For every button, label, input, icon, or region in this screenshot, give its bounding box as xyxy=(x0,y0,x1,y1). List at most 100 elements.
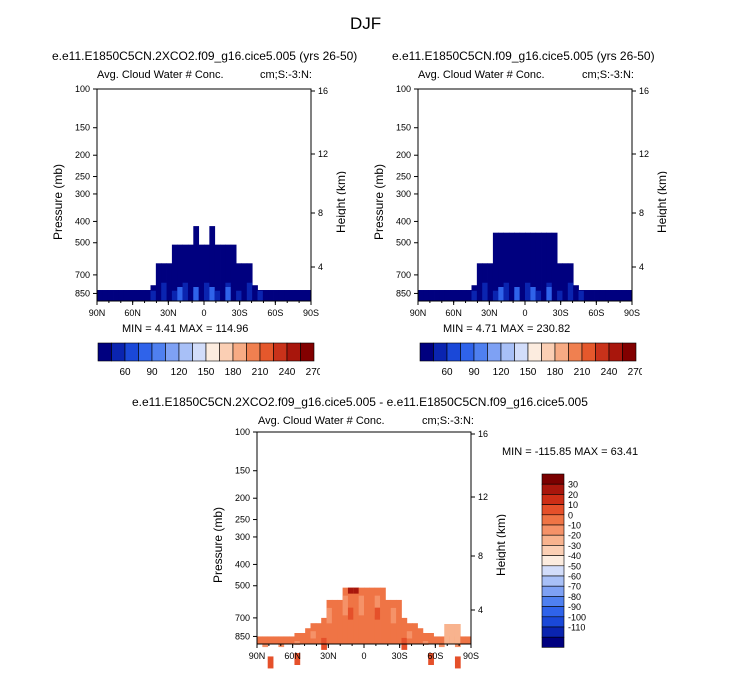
colorbar-swatch xyxy=(97,342,112,362)
colorbar-label: 270 xyxy=(306,367,320,378)
y-tick-label: 850 xyxy=(396,288,411,298)
field-cell xyxy=(310,631,317,639)
panel1-units-label: cm;S:-3:N: xyxy=(260,69,312,81)
panel3-ylabel: Pressure (mb) xyxy=(211,507,225,583)
y-right-tick-label: 4 xyxy=(639,262,644,272)
field-cell xyxy=(455,290,462,301)
colorbar-swatch xyxy=(286,342,301,362)
y-tick-label: 850 xyxy=(235,631,250,641)
colorbar-label: 270 xyxy=(628,367,642,378)
y-tick-label: 850 xyxy=(75,288,90,298)
field-cell xyxy=(305,628,311,644)
colorbar-swatch xyxy=(541,636,565,648)
field-cell xyxy=(438,644,445,648)
field-cell xyxy=(230,244,237,301)
field-cell xyxy=(460,290,467,301)
field-cell xyxy=(326,607,333,624)
x-tick-label: 30S xyxy=(392,651,408,661)
x-tick-label: 60S xyxy=(427,651,443,661)
field-cell xyxy=(401,617,408,644)
colorbar-label: 10 xyxy=(568,500,578,510)
field-cell xyxy=(551,232,558,301)
panel1-field xyxy=(97,226,312,301)
field-cell xyxy=(278,290,285,301)
field-cell xyxy=(267,656,274,669)
colorbar-swatch xyxy=(541,565,565,577)
colorbar-label: 90 xyxy=(468,367,480,378)
y-right-tick-label: 12 xyxy=(478,492,488,502)
field-cell xyxy=(161,282,167,301)
colorbar-swatch xyxy=(581,342,596,362)
field-cell xyxy=(578,290,585,301)
field-cell xyxy=(262,644,269,648)
field-cell xyxy=(236,263,242,301)
field-cell xyxy=(166,263,173,301)
field-cell xyxy=(347,587,354,594)
colorbar-swatch xyxy=(460,342,475,362)
field-cell xyxy=(209,226,216,301)
y-tick-label: 300 xyxy=(75,189,90,199)
field-cell xyxy=(530,232,537,301)
y-right-tick-label: 16 xyxy=(318,86,328,96)
field-cell xyxy=(438,636,445,644)
field-cell xyxy=(541,232,547,301)
colorbar-swatch xyxy=(138,342,153,362)
field-cell xyxy=(492,232,499,301)
colorbar-label: 60 xyxy=(441,367,453,378)
field-cell xyxy=(214,290,221,301)
colorbar-swatch xyxy=(419,342,434,362)
colorbar-swatch xyxy=(541,494,565,505)
field-cell xyxy=(465,636,472,644)
colorbar-label: -20 xyxy=(568,531,581,541)
y-right-tick-label: 8 xyxy=(478,551,483,561)
field-cell xyxy=(454,656,461,669)
field-cell xyxy=(530,287,537,301)
x-tick-label: 60N xyxy=(284,651,301,661)
field-cell xyxy=(476,263,483,301)
x-tick-label: 0 xyxy=(201,308,206,318)
panel3-title: e.e11.E1850C5CN.2XCO2.f09_g16.cice5.005 … xyxy=(132,395,588,409)
y-right-tick-label: 12 xyxy=(639,149,649,159)
field-cell xyxy=(471,290,478,301)
field-cell xyxy=(273,290,280,301)
field-cell xyxy=(315,623,322,644)
colorbar-label: 30 xyxy=(568,480,578,490)
field-cell xyxy=(353,587,360,644)
x-tick-label: 30N xyxy=(160,308,177,318)
colorbar-swatch xyxy=(622,342,637,362)
field-cell xyxy=(390,607,397,624)
colorbar-label: 0 xyxy=(568,510,573,520)
colorbar-swatch xyxy=(568,342,583,362)
colorbar-label: -10 xyxy=(568,521,581,531)
x-tick-label: 90S xyxy=(463,651,479,661)
field-cell xyxy=(241,263,248,301)
field-cell xyxy=(503,282,510,301)
x-tick-label: 90S xyxy=(624,308,640,318)
panel1-plot: 90N 60N 30N 0 30S 60S 90S 100 150 200 250 300 400 500… xyxy=(51,84,346,318)
field-cell xyxy=(450,290,456,301)
panel2-ylabel-right: Height (km) xyxy=(655,171,667,233)
field-cell xyxy=(118,290,125,301)
field-cell xyxy=(423,290,430,301)
field-cell xyxy=(557,290,563,301)
field-cell xyxy=(374,607,381,620)
field-cell xyxy=(374,595,381,616)
y-right-tick-label: 16 xyxy=(478,429,488,439)
y-right-tick-label: 8 xyxy=(318,208,323,218)
colorbar-swatch xyxy=(554,342,569,362)
field-cell xyxy=(342,595,349,616)
field-cell xyxy=(434,290,440,301)
field-cell xyxy=(444,624,450,644)
colorbar-swatch xyxy=(473,342,488,362)
panel2-title: e.e11.E1850C5CN.f09_g16.cice5.005 (yrs 2… xyxy=(392,49,655,63)
field-cell xyxy=(300,290,307,301)
field-cell xyxy=(557,263,563,301)
field-cell xyxy=(514,232,521,301)
field-cell xyxy=(519,232,526,301)
field-cell xyxy=(525,282,531,301)
colorbar-label: 120 xyxy=(171,367,188,378)
field-cell xyxy=(514,287,521,301)
field-cell xyxy=(626,290,633,301)
field-cell xyxy=(225,244,232,301)
colorbar-swatch xyxy=(541,596,565,607)
